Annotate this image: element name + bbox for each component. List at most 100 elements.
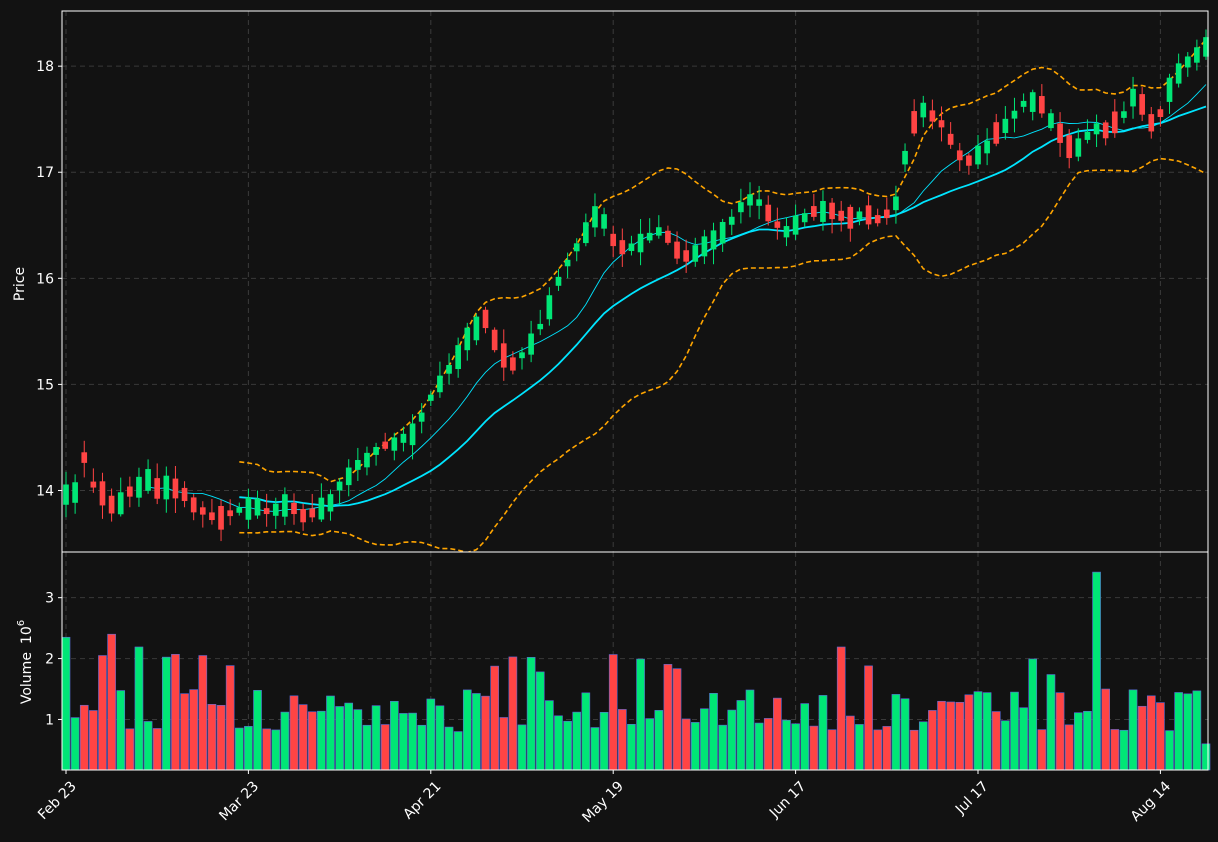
candle-body-47 [491, 329, 498, 351]
candle-61 [619, 228, 626, 267]
axes [61, 10, 1209, 771]
volume-bar-57 [581, 692, 591, 771]
candle-20 [245, 488, 252, 529]
candle-72 [719, 218, 726, 252]
volume-bar-30 [335, 706, 344, 771]
candle-65 [655, 215, 662, 239]
candle-121 [1166, 73, 1173, 114]
candle-75 [747, 182, 753, 218]
candle-5 [108, 488, 115, 522]
candle-body-68 [683, 250, 689, 262]
price-grid [62, 11, 1208, 552]
volume-bar-86 [846, 715, 855, 771]
candle-body-85 [838, 210, 845, 221]
candle-body-20 [245, 497, 252, 520]
candle-83 [820, 190, 826, 231]
candle-body-106 [1029, 92, 1036, 112]
candle-110 [1066, 129, 1073, 169]
volume-bar-88 [864, 665, 873, 771]
candle-body-91 [893, 196, 899, 211]
candle-29 [327, 489, 334, 521]
candle-64 [646, 218, 653, 244]
candle-22 [263, 493, 270, 527]
candle-23 [272, 497, 279, 529]
volume-bar-96 [937, 700, 946, 771]
price-tick-label-4: 18 [36, 59, 54, 75]
candles [63, 29, 1209, 542]
candle-body-16 [209, 512, 215, 521]
candle-74 [738, 188, 744, 224]
candle-body-7 [127, 486, 133, 497]
candle-body-59 [601, 214, 607, 229]
candle-body-78 [774, 221, 781, 228]
volume-bar-48 [499, 717, 509, 771]
candle-body-46 [482, 309, 489, 329]
candle-body-114 [1102, 122, 1109, 139]
candle-9 [145, 459, 151, 494]
candle-body-63 [637, 233, 644, 253]
candle-body-5 [108, 495, 115, 514]
candle-47 [491, 327, 498, 353]
candle-body-28 [318, 497, 325, 520]
volume-bar-50 [517, 724, 527, 771]
candle-body-48 [500, 343, 507, 368]
volume-bar-116 [1119, 729, 1129, 771]
volume-bar-0 [61, 636, 71, 771]
candle-body-56 [573, 243, 580, 252]
candle-body-42 [446, 364, 452, 374]
candle-body-61 [619, 240, 626, 255]
volume-bar-1 [70, 717, 80, 771]
candle-body-11 [163, 475, 170, 500]
candle-96 [938, 106, 945, 142]
volume-tick-label-1: 2 [45, 652, 54, 668]
candle-86 [847, 204, 854, 242]
candle-31 [345, 459, 352, 497]
volume-bar-100 [973, 691, 983, 771]
volume-bar-91 [891, 694, 901, 771]
candle-42 [446, 353, 452, 385]
candle-73 [728, 209, 735, 236]
volume-bar-51 [526, 657, 536, 771]
volume-bar-81 [800, 703, 810, 771]
volume-bar-93 [909, 729, 919, 771]
candle-34 [373, 442, 379, 466]
candle-body-90 [883, 209, 890, 219]
volume-bar-66 [663, 664, 673, 771]
volume-bar-49 [508, 656, 518, 771]
candle-120 [1157, 105, 1164, 127]
volume-bar-56 [572, 711, 582, 771]
volume-bar-78 [773, 697, 782, 771]
volume-bar-28 [317, 710, 326, 771]
volume-bar-43 [453, 731, 463, 771]
candle-6 [117, 477, 124, 517]
volume-bar-31 [344, 702, 354, 771]
candle-12 [172, 466, 179, 514]
candle-63 [637, 219, 644, 266]
volume-bar-90 [882, 726, 892, 771]
volume-bar-23 [271, 729, 281, 771]
volume-bar-22 [262, 728, 271, 771]
candle-body-54 [555, 276, 562, 286]
volume-bar-8 [134, 646, 144, 771]
volume-bar-108 [1046, 674, 1056, 771]
candle-124 [1194, 39, 1200, 71]
volume-bar-67 [672, 668, 682, 771]
volume-panel-frame [61, 551, 1209, 771]
candle-body-67 [674, 241, 680, 259]
candle-46 [482, 306, 489, 334]
volume-bar-63 [636, 658, 645, 771]
volume-bar-89 [873, 729, 882, 771]
candle-body-86 [847, 206, 854, 229]
candle-26 [300, 503, 306, 531]
candle-body-45 [473, 316, 480, 341]
volume-bar-111 [1074, 712, 1083, 771]
candle-66 [665, 225, 671, 246]
candle-body-49 [510, 357, 516, 371]
volume-bar-20 [244, 726, 253, 771]
candle-71 [710, 222, 717, 265]
candle-body-97 [947, 133, 954, 145]
volume-bar-39 [417, 724, 426, 771]
candle-56 [573, 238, 580, 262]
candle-body-79 [783, 226, 790, 238]
price-tick-label-0: 14 [36, 483, 54, 499]
